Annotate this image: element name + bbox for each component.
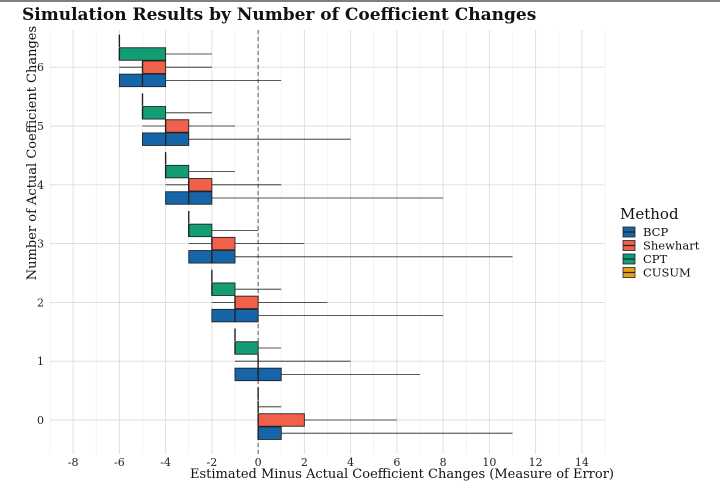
x-tick-label: 2 <box>301 456 308 469</box>
box-body <box>165 164 190 179</box>
box-bcp-1 <box>234 367 420 382</box>
box-cpt-1 <box>234 341 282 355</box>
legend-item-bcp: BCP <box>622 225 668 239</box>
y-tick-label: 1 <box>37 355 44 368</box>
x-axis-title: Estimated Minus Actual Coefficient Chang… <box>190 467 614 482</box>
box-shewhart-2 <box>211 295 328 310</box>
box-body <box>188 178 213 192</box>
box-body <box>234 295 259 310</box>
box-bcp-4 <box>165 191 444 205</box>
box-shewhart-4 <box>165 178 282 192</box>
chart-title: Simulation Results by Number of Coeffici… <box>22 5 536 25</box>
box-cpt-2 <box>211 282 282 296</box>
legend-label: Shewhart <box>643 239 700 253</box>
x-tick-labels: -8 -6 -4 -2 0 2 4 6 8 10 12 14 <box>68 456 589 469</box>
y-tick-label: 5 <box>37 120 44 133</box>
box-shewhart-6 <box>119 60 212 74</box>
y-tick-labels: 0 1 2 3 4 5 6 <box>37 61 44 427</box>
legend-label: CUSUM <box>643 266 691 280</box>
y-tick-label: 3 <box>37 238 44 251</box>
box-bcp-3 <box>188 250 513 264</box>
box-shewhart-0 <box>257 413 397 427</box>
legend-item-cpt: CPT <box>622 252 668 266</box>
y-tick-label: 6 <box>37 61 44 74</box>
box-cpt-3 <box>188 223 259 238</box>
box-body <box>142 106 167 120</box>
box-bcp-5 <box>142 132 351 146</box>
x-tick-label: -4 <box>160 456 171 469</box>
y-tick-label: 2 <box>37 296 44 309</box>
box-shewhart-3 <box>188 236 305 251</box>
box-bcp-0 <box>257 426 513 440</box>
y-tick-label: 4 <box>37 179 44 192</box>
x-tick-label: 12 <box>529 456 543 469</box>
x-tick-label: 0 <box>255 456 262 469</box>
boxes-layer <box>118 34 513 440</box>
box-body <box>257 413 305 427</box>
box-body <box>142 60 167 74</box>
x-tick-label: 8 <box>440 456 447 469</box>
box-cpt-6 <box>118 47 212 61</box>
x-tick-label: -8 <box>68 456 79 469</box>
box-shewhart-1 <box>235 354 351 368</box>
x-tick-label: 14 <box>575 456 589 469</box>
legend-title: Method <box>620 205 679 223</box>
x-tick-label: -2 <box>207 456 218 469</box>
box-cpt-4 <box>164 164 235 179</box>
box-cpt-5 <box>141 106 212 120</box>
legend-item-cusum: CUSUM <box>622 266 691 280</box>
x-tick-label: 10 <box>482 456 496 469</box>
box-body <box>211 282 236 296</box>
legend-label: CPT <box>643 252 668 266</box>
legend-label: BCP <box>643 225 668 239</box>
box-shewhart-5 <box>142 119 235 133</box>
box-body <box>211 236 236 251</box>
box-body <box>188 223 213 238</box>
box-body <box>257 426 282 440</box>
box-bcp-2 <box>211 308 444 323</box>
box-body <box>165 119 190 133</box>
x-tick-label: 4 <box>347 456 354 469</box>
box-cpt-0 <box>257 400 282 414</box>
box-body <box>118 47 167 61</box>
legend-item-shewhart: Shewhart <box>622 239 700 253</box>
x-tick-label: 6 <box>393 456 400 469</box>
box-body <box>234 341 259 355</box>
y-tick-label: 0 <box>37 414 44 427</box>
x-tick-label: -6 <box>114 456 125 469</box>
y-axis-title: Number of Actual Coefficient Changes <box>25 26 40 280</box>
box-bcp-6 <box>118 73 282 88</box>
